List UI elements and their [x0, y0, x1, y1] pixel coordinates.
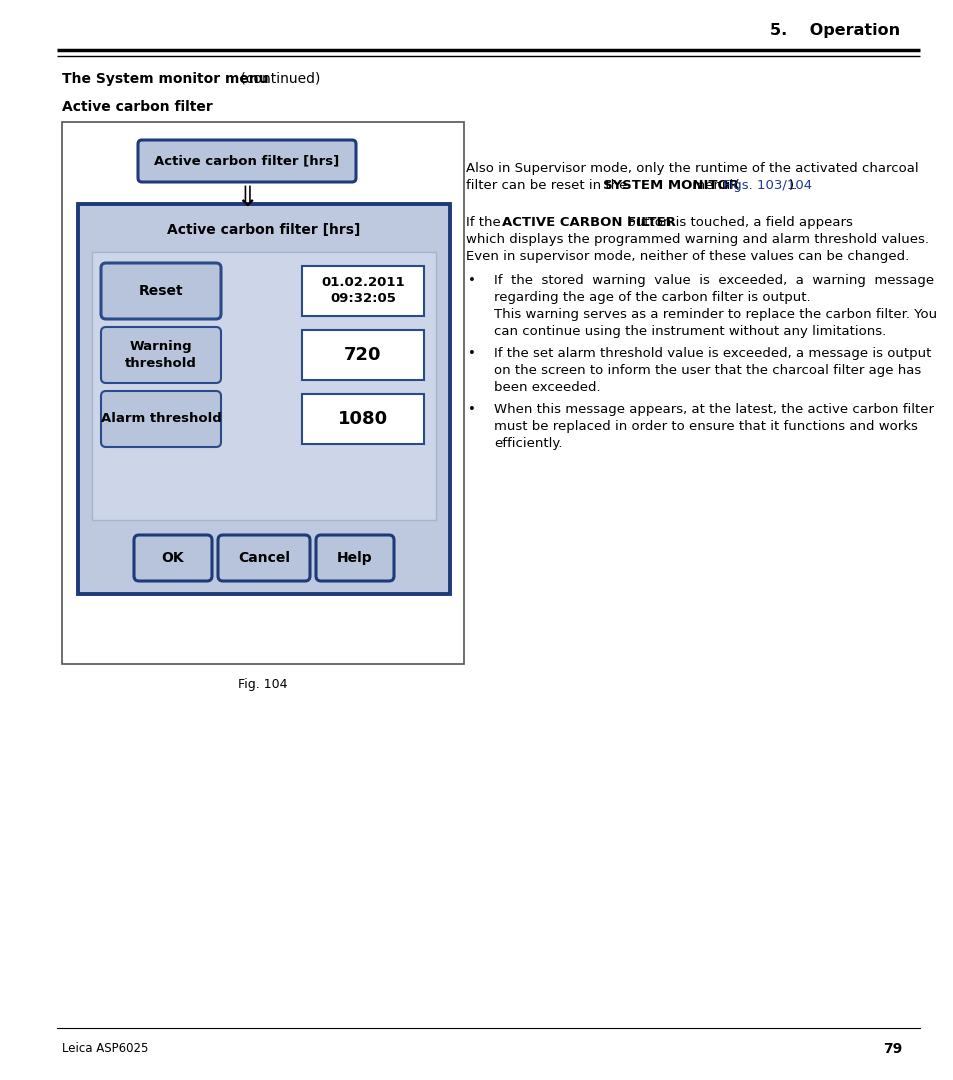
Text: Reset: Reset	[138, 284, 183, 298]
Text: OK: OK	[161, 551, 184, 565]
Text: 1080: 1080	[337, 410, 388, 428]
Text: Cancel: Cancel	[237, 551, 290, 565]
Text: filter can be reset in the: filter can be reset in the	[465, 179, 631, 192]
Text: filter can be reset in the: filter can be reset in the	[465, 179, 631, 192]
FancyBboxPatch shape	[138, 140, 355, 183]
Text: ACTIVE CARBON FILTER: ACTIVE CARBON FILTER	[501, 216, 675, 229]
Text: •: •	[468, 274, 476, 287]
Text: 09:32:05: 09:32:05	[330, 293, 395, 306]
Text: Also in Supervisor mode, only the runtime of the activated charcoal: Also in Supervisor mode, only the runtim…	[465, 162, 918, 175]
Text: Active carbon filter [hrs]: Active carbon filter [hrs]	[154, 154, 339, 167]
Text: SYSTEM MONITOR: SYSTEM MONITOR	[602, 179, 739, 192]
Text: regarding the age of the carbon filter is output.: regarding the age of the carbon filter i…	[494, 292, 810, 305]
Text: must be replaced in order to ensure that it functions and works: must be replaced in order to ensure that…	[494, 420, 917, 433]
FancyBboxPatch shape	[101, 391, 221, 447]
Text: 720: 720	[344, 346, 381, 364]
Text: If the: If the	[465, 216, 504, 229]
Text: If  the  stored  warning  value  is  exceeded,  a  warning  message: If the stored warning value is exceeded,…	[494, 274, 933, 287]
Text: (continued): (continued)	[235, 72, 320, 86]
Text: Active carbon filter [hrs]: Active carbon filter [hrs]	[167, 222, 360, 237]
Text: Even in supervisor mode, neither of these values can be changed.: Even in supervisor mode, neither of thes…	[465, 251, 908, 264]
Text: The System monitor menu: The System monitor menu	[62, 72, 269, 86]
FancyBboxPatch shape	[101, 264, 221, 319]
Text: Alarm threshold: Alarm threshold	[100, 413, 221, 426]
Text: menu (: menu (	[687, 179, 740, 192]
Text: button is touched, a field appears: button is touched, a field appears	[622, 216, 852, 229]
FancyBboxPatch shape	[78, 204, 450, 594]
FancyBboxPatch shape	[302, 394, 423, 444]
Text: ⇓: ⇓	[235, 184, 258, 212]
Text: •: •	[468, 348, 476, 361]
Text: 01.02.2011: 01.02.2011	[321, 276, 404, 289]
FancyBboxPatch shape	[133, 535, 212, 581]
Text: ).: ).	[788, 179, 798, 192]
FancyBboxPatch shape	[62, 122, 463, 664]
Text: 5.    Operation: 5. Operation	[769, 23, 899, 38]
Text: If the set alarm threshold value is exceeded, a message is output: If the set alarm threshold value is exce…	[494, 348, 930, 361]
Text: Fig. 104: Fig. 104	[238, 678, 288, 691]
FancyBboxPatch shape	[315, 535, 394, 581]
FancyBboxPatch shape	[91, 252, 436, 519]
FancyBboxPatch shape	[302, 266, 423, 316]
FancyBboxPatch shape	[302, 330, 423, 380]
Text: been exceeded.: been exceeded.	[494, 381, 600, 394]
Text: Help: Help	[336, 551, 373, 565]
Text: Warning
threshold: Warning threshold	[125, 340, 196, 370]
FancyBboxPatch shape	[101, 327, 221, 383]
Text: on the screen to inform the user that the charcoal filter age has: on the screen to inform the user that th…	[494, 364, 921, 377]
Text: Active carbon filter: Active carbon filter	[62, 100, 213, 114]
Text: This warning serves as a reminder to replace the carbon filter. You: This warning serves as a reminder to rep…	[494, 308, 936, 321]
Text: 79: 79	[882, 1042, 901, 1056]
Text: When this message appears, at the latest, the active carbon filter: When this message appears, at the latest…	[494, 404, 933, 417]
FancyBboxPatch shape	[218, 535, 310, 581]
Text: Leica ASP6025: Leica ASP6025	[62, 1042, 149, 1055]
Text: Figs. 103/104: Figs. 103/104	[722, 179, 812, 192]
Text: can continue using the instrument without any limitations.: can continue using the instrument withou…	[494, 325, 885, 338]
Text: which displays the programmed warning and alarm threshold values.: which displays the programmed warning an…	[465, 233, 928, 246]
Text: •: •	[468, 404, 476, 417]
Text: efficiently.: efficiently.	[494, 437, 562, 450]
